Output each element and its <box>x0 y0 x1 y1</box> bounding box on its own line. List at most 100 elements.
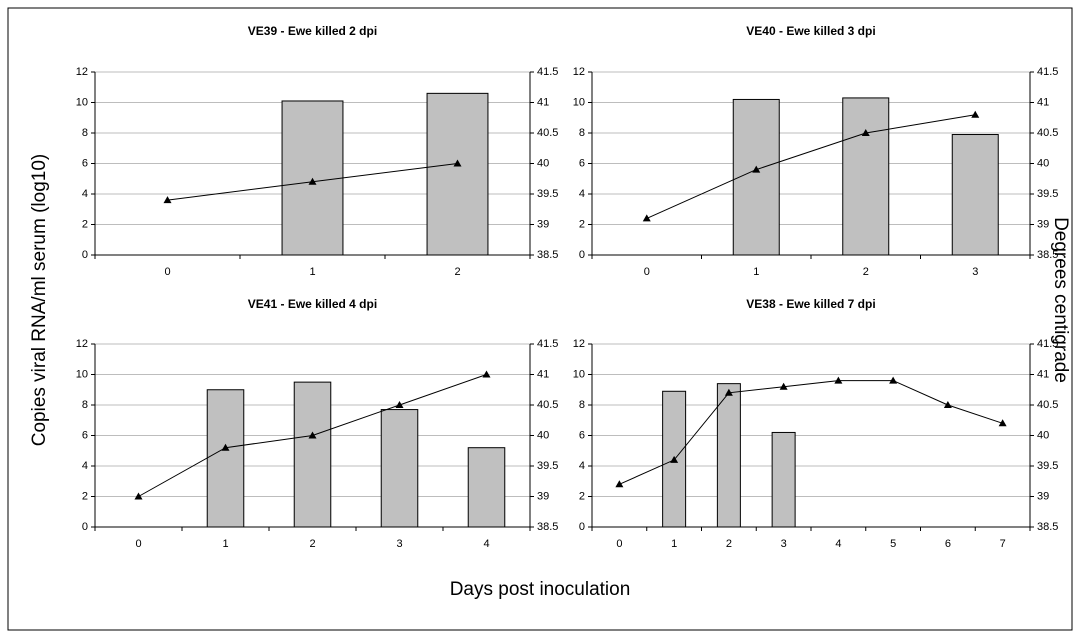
marker <box>834 376 843 384</box>
marker <box>943 401 952 408</box>
x-tick-label: 1 <box>753 266 759 278</box>
bar <box>716 383 741 528</box>
y-tick-label: 6 <box>579 157 585 169</box>
y2-tick-label: 40.5 <box>537 399 558 411</box>
y-tick-label: 12 <box>573 66 585 78</box>
bar <box>380 409 419 528</box>
x-tick-label: 0 <box>644 266 650 278</box>
x-tick-label: 1 <box>309 266 315 278</box>
bar <box>467 447 506 528</box>
x-tick-label: 4 <box>835 538 841 550</box>
marker <box>642 214 651 222</box>
y2-tick-label: 41 <box>1037 368 1049 380</box>
bar <box>842 97 890 256</box>
chart-title: VE41 - Ewe killed 4 dpi <box>248 297 377 311</box>
y-tick-label: 6 <box>82 157 88 169</box>
y-tick-label: 8 <box>579 127 585 139</box>
bar <box>951 134 999 256</box>
y-tick-label: 8 <box>82 399 88 411</box>
y2-tick-label: 40.5 <box>1037 127 1058 139</box>
marker <box>670 455 679 463</box>
y2-tick-label: 38.5 <box>537 521 558 533</box>
y2-tick-label: 40 <box>537 429 549 441</box>
y2-tick-label: 40 <box>537 157 549 169</box>
y-tick-label: 0 <box>82 249 88 261</box>
y-tick-label: 10 <box>76 368 88 380</box>
marker <box>889 376 898 384</box>
y-tick-label: 2 <box>82 490 88 502</box>
y-tick-label: 4 <box>82 188 88 200</box>
y2-tick-label: 40.5 <box>537 127 558 139</box>
y2-tick-label: 39 <box>537 490 549 502</box>
x-tick-label: 6 <box>945 538 951 550</box>
y2-tick-label: 39.5 <box>1037 460 1058 472</box>
marker <box>134 492 143 500</box>
marker <box>779 382 788 390</box>
marker <box>453 159 462 167</box>
marker <box>752 165 761 173</box>
frame <box>7 7 1073 631</box>
bar <box>426 92 489 256</box>
x-tick-label: 1 <box>671 538 677 550</box>
marker <box>221 443 230 451</box>
marker <box>308 431 317 439</box>
chart-title: VE38 - Ewe killed 7 dpi <box>746 297 875 311</box>
y-tick-label: 0 <box>579 249 585 261</box>
x-tick-label: 2 <box>309 538 315 550</box>
y-tick-label: 0 <box>579 521 585 533</box>
y-tick-label: 6 <box>82 429 88 441</box>
bar <box>206 389 245 528</box>
y2-tick-label: 41.5 <box>537 338 558 350</box>
marker <box>861 129 870 136</box>
y-tick-label: 6 <box>579 429 585 441</box>
x-tick-label: 4 <box>483 538 489 550</box>
y2-tick-label: 38.5 <box>1037 249 1058 261</box>
chart-title: VE39 - Ewe killed 2 dpi <box>248 24 377 38</box>
y2-tick-label: 40 <box>1037 429 1049 441</box>
y2-tick-label: 39 <box>537 218 549 230</box>
y-tick-label: 4 <box>82 460 88 472</box>
y-tick-label: 2 <box>579 490 585 502</box>
y-tick-label: 12 <box>76 66 88 78</box>
y2-tick-label: 39.5 <box>1037 188 1058 200</box>
x-tick-label: 2 <box>726 538 732 550</box>
x-tick-label: 3 <box>972 266 978 278</box>
x-tick-label: 0 <box>616 538 622 550</box>
x-tick-label: 7 <box>1000 538 1006 550</box>
y2-tick-label: 40.5 <box>1037 399 1058 411</box>
bar <box>771 431 796 528</box>
marker <box>395 401 404 408</box>
y-tick-label: 0 <box>82 521 88 533</box>
y2-axis-label: Degrees centigrade <box>1050 217 1071 383</box>
y-axis-label: Copies viral RNA/ml serum (log10) <box>29 154 50 446</box>
y2-tick-label: 41 <box>1037 96 1049 108</box>
y2-tick-label: 39 <box>1037 218 1049 230</box>
line <box>619 380 1003 485</box>
bar <box>732 98 780 256</box>
bar <box>293 381 332 528</box>
marker <box>724 388 733 396</box>
y-tick-label: 4 <box>579 188 585 200</box>
y2-tick-label: 39.5 <box>537 188 558 200</box>
y-tick-label: 8 <box>82 127 88 139</box>
x-tick-label: 2 <box>863 266 869 278</box>
y-tick-label: 2 <box>82 218 88 230</box>
x-tick-label: 0 <box>135 538 141 550</box>
y2-tick-label: 39.5 <box>537 460 558 472</box>
y2-tick-label: 41.5 <box>1037 66 1058 78</box>
x-tick-label: 0 <box>164 266 170 278</box>
y-tick-label: 10 <box>573 368 585 380</box>
marker <box>308 177 317 185</box>
y2-tick-label: 39 <box>1037 490 1049 502</box>
y2-tick-label: 38.5 <box>1037 521 1058 533</box>
y-tick-label: 12 <box>76 338 88 350</box>
line <box>646 114 976 219</box>
x-tick-label: 5 <box>890 538 896 550</box>
y2-tick-label: 41.5 <box>537 66 558 78</box>
y-tick-label: 10 <box>573 96 585 108</box>
y-tick-label: 10 <box>76 96 88 108</box>
y-tick-label: 8 <box>579 399 585 411</box>
y2-tick-label: 40 <box>1037 157 1049 169</box>
x-tick-label: 2 <box>454 266 460 278</box>
